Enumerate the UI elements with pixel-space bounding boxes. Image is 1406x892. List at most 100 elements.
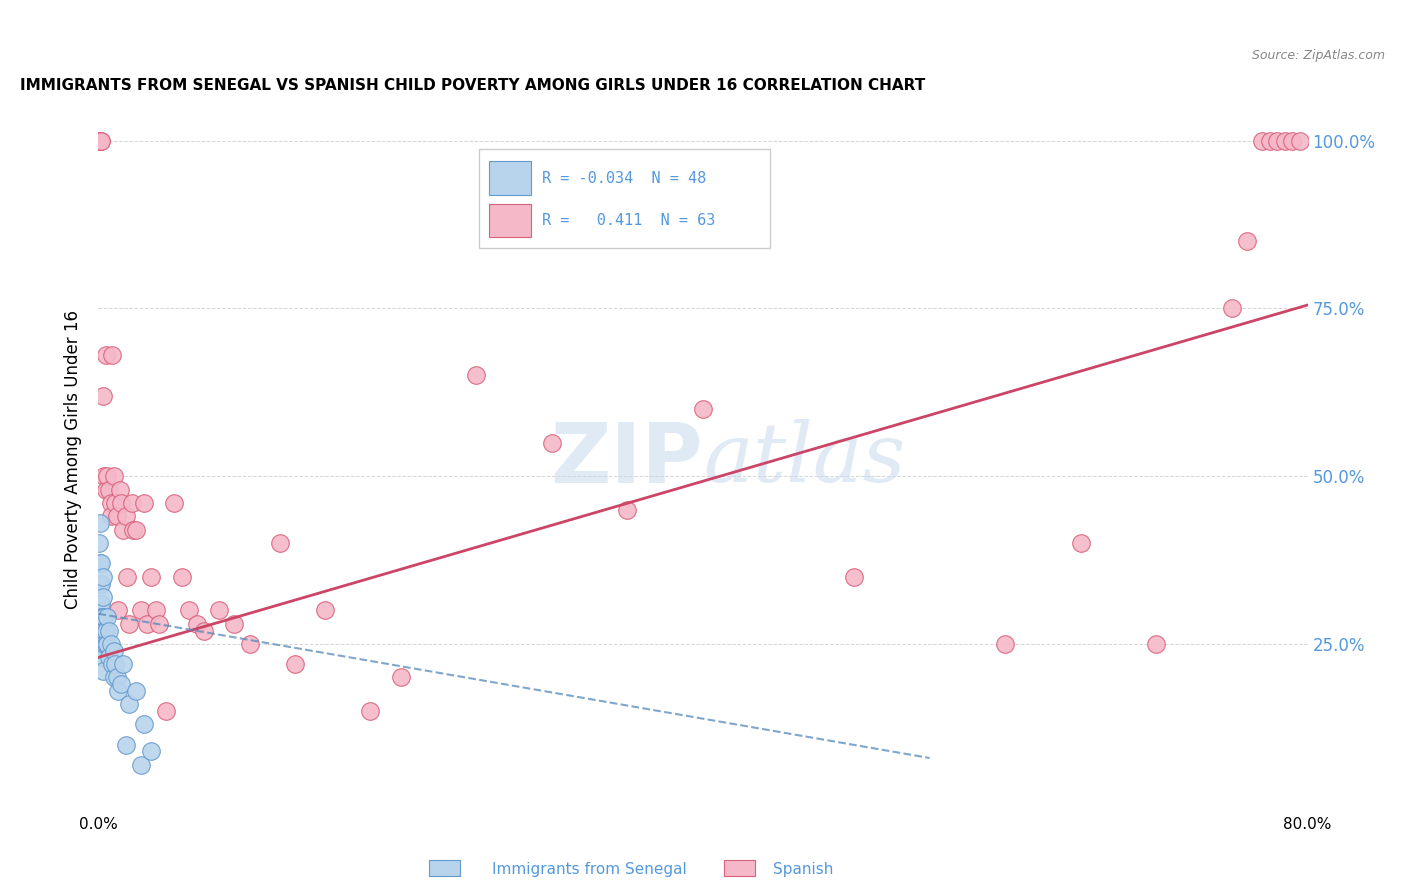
Point — [104, 496, 127, 510]
Point — [129, 603, 152, 617]
Point — [94, 483, 117, 497]
Point — [110, 677, 132, 691]
Point — [1258, 134, 1281, 148]
Point — [1070, 536, 1092, 550]
Point — [1220, 301, 1243, 316]
Bar — [489, 203, 531, 237]
Point — [111, 657, 134, 671]
Point — [89, 624, 111, 638]
Text: Spanish: Spanish — [773, 863, 834, 877]
Point — [101, 657, 124, 671]
Point — [100, 496, 122, 510]
Point — [89, 134, 111, 148]
Point — [269, 536, 291, 550]
Point — [89, 576, 111, 591]
Point — [91, 570, 114, 584]
Point — [91, 610, 114, 624]
Bar — [489, 161, 531, 195]
Point — [1236, 234, 1258, 248]
Point — [90, 134, 112, 148]
Point — [90, 610, 112, 624]
Text: Immigrants from Senegal: Immigrants from Senegal — [492, 863, 688, 877]
Point — [96, 637, 118, 651]
Point — [105, 509, 128, 524]
Point — [692, 402, 714, 417]
Point — [89, 597, 111, 611]
Point — [93, 469, 115, 483]
Point — [89, 536, 111, 550]
Point — [186, 616, 208, 631]
Point — [90, 597, 112, 611]
Point — [94, 348, 117, 362]
Point — [93, 610, 115, 624]
Point — [89, 650, 111, 665]
Point — [90, 557, 112, 571]
Point — [1281, 134, 1303, 148]
Point — [90, 576, 112, 591]
Point — [96, 469, 118, 483]
Point — [98, 483, 121, 497]
Point — [616, 502, 638, 516]
Point — [148, 616, 170, 631]
Point — [93, 624, 115, 638]
Point — [314, 603, 336, 617]
Point — [94, 637, 117, 651]
Point — [100, 637, 122, 651]
Point — [89, 610, 111, 624]
Point — [125, 684, 148, 698]
Text: ZIP: ZIP — [551, 419, 703, 500]
Point — [114, 509, 136, 524]
Point — [389, 671, 412, 685]
Point — [1144, 637, 1167, 651]
Point — [122, 523, 145, 537]
Point — [118, 698, 141, 712]
Point — [1267, 134, 1289, 148]
Point — [108, 483, 131, 497]
Point — [118, 616, 141, 631]
Point — [101, 348, 124, 362]
Point — [125, 523, 148, 537]
Point — [121, 496, 143, 510]
Point — [170, 570, 193, 584]
Point — [179, 603, 201, 617]
Point — [91, 664, 114, 678]
Point — [360, 704, 382, 718]
Point — [224, 616, 246, 631]
Point — [208, 603, 231, 617]
Point — [103, 671, 125, 685]
Point — [284, 657, 307, 671]
Point — [96, 610, 118, 624]
Point — [115, 570, 138, 584]
Point — [91, 624, 114, 638]
Point — [994, 637, 1017, 651]
Point — [129, 757, 152, 772]
Text: atlas: atlas — [703, 419, 905, 500]
Point — [107, 603, 129, 617]
Point — [132, 717, 155, 731]
Point — [540, 435, 562, 450]
Point — [107, 684, 129, 698]
Point — [111, 523, 134, 537]
Point — [193, 624, 215, 638]
Point — [114, 738, 136, 752]
Point — [155, 704, 177, 718]
Point — [89, 134, 111, 148]
Point — [105, 671, 128, 685]
Point — [90, 630, 112, 644]
Text: R =   0.411  N = 63: R = 0.411 N = 63 — [543, 213, 716, 228]
Point — [89, 516, 111, 530]
Point — [103, 469, 125, 483]
Point — [91, 650, 114, 665]
Point — [141, 744, 163, 758]
Point — [98, 650, 121, 665]
Point — [98, 624, 121, 638]
Point — [100, 509, 122, 524]
Text: Source: ZipAtlas.com: Source: ZipAtlas.com — [1251, 49, 1385, 62]
Point — [132, 496, 155, 510]
Point — [90, 603, 112, 617]
Point — [1251, 134, 1274, 148]
Point — [163, 496, 186, 510]
Text: IMMIGRANTS FROM SENEGAL VS SPANISH CHILD POVERTY AMONG GIRLS UNDER 16 CORRELATIO: IMMIGRANTS FROM SENEGAL VS SPANISH CHILD… — [20, 78, 925, 94]
Point — [89, 637, 111, 651]
Point — [141, 570, 163, 584]
